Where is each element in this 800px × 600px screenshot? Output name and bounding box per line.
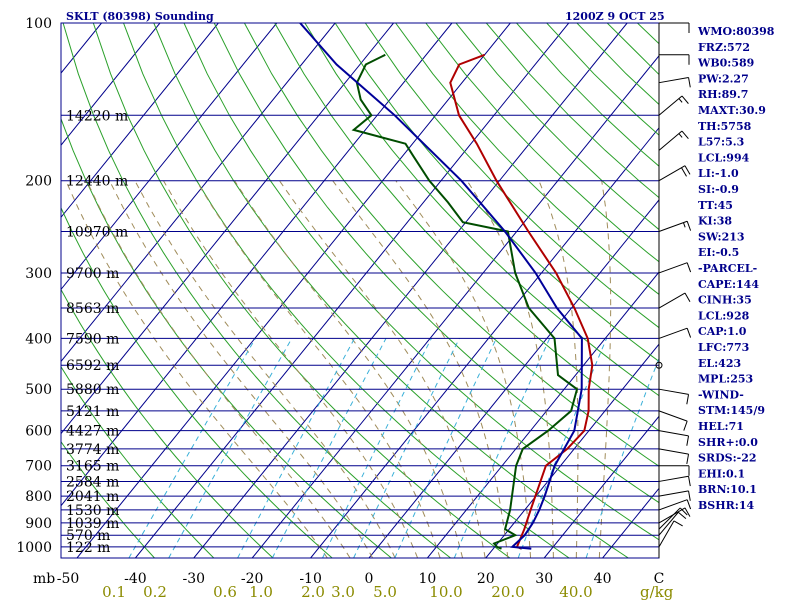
index-item: SI:-0.9: [698, 183, 739, 196]
index-item: LFC:773: [698, 341, 749, 354]
height-label: 5121 m: [66, 404, 119, 420]
chart-time: 1200Z 9 OCT 25: [565, 10, 665, 23]
index-item: EHI:0.1: [698, 467, 745, 480]
mixing-ratio-label: 40.0: [559, 583, 592, 600]
index-item: RH:89.7: [698, 88, 748, 101]
skewt-sounding: 14220 m 12440 m 10970 m 9700 m 8563 m 7590 m 6…: [0, 0, 800, 600]
mixing-ratio-label: 0.2: [143, 583, 167, 600]
pressure-tick-label: 200: [25, 174, 52, 190]
index-item: MAXT:30.9: [698, 104, 766, 117]
mixing-ratio-label: 10.0: [429, 583, 462, 600]
index-item: EI:-0.5: [698, 246, 739, 259]
index-item: L57:5.3: [698, 136, 744, 149]
index-item: LCL:994: [698, 151, 750, 164]
height-label: 7590 m: [66, 331, 119, 347]
index-item: TH:5758: [698, 120, 752, 133]
index-item: HEL:71: [698, 420, 744, 433]
index-item: BSHR:14: [698, 499, 754, 512]
mixing-ratio-label: 0.6: [213, 583, 237, 600]
pressure-tick-label: 100: [25, 16, 52, 32]
height-label: 14220 m: [66, 108, 128, 124]
height-label: 5880 m: [66, 382, 119, 398]
index-item: PW:2.27: [698, 72, 749, 85]
index-item: -PARCEL-: [698, 262, 757, 275]
index-item: WMO:80398: [697, 25, 775, 38]
pressure-tick-label: 700: [25, 459, 52, 475]
mixing-ratio-label: 3.0: [331, 583, 355, 600]
index-item: EL:423: [698, 357, 741, 370]
index-item: FRZ:572: [698, 41, 750, 54]
height-label: 9700 m: [66, 266, 119, 282]
temperature-tick-label: -50: [57, 571, 80, 587]
index-item: SRDS:-22: [698, 452, 757, 465]
height-label: 12440 m: [66, 174, 128, 190]
skewt-chart: 14220 m 12440 m 10970 m 9700 m 8563 m 7590 m 6…: [0, 0, 800, 600]
index-item: SHR+:0.0: [698, 436, 758, 449]
chart-title: SKLT (80398) Sounding: [66, 10, 214, 23]
index-item: TT:45: [698, 199, 733, 212]
index-item: CINH:35: [698, 294, 752, 307]
pressure-tick-label: 1000: [16, 540, 52, 556]
index-item: -WIND-: [698, 388, 744, 401]
height-label: 2584 m: [66, 474, 119, 490]
index-item: CAPE:144: [698, 278, 759, 291]
mixing-ratio-label: 20.0: [491, 583, 524, 600]
height-label: 8563 m: [66, 301, 119, 317]
height-label: 6592 m: [66, 358, 119, 374]
mixing-ratio-label: 1.0: [249, 583, 273, 600]
mixing-ratio-label: 0.1: [102, 583, 126, 600]
pressure-axis-label: mb: [33, 571, 55, 587]
index-item: BRN:10.1: [698, 483, 757, 496]
index-item: STM:145/9: [698, 404, 765, 417]
height-label: 10970 m: [66, 224, 128, 240]
mixing-ratio-unit-label: g/kg: [640, 583, 674, 600]
index-item: WB0:589: [697, 57, 754, 70]
mixing-ratio-label: 2.0: [301, 583, 325, 600]
height-label: 122 m: [66, 540, 110, 556]
height-label: 3165 m: [66, 459, 119, 475]
pressure-tick-label: 400: [25, 331, 52, 347]
pressure-tick-label: 500: [25, 382, 52, 398]
pressure-tick-label: 300: [25, 266, 52, 282]
index-item: SW:213: [698, 230, 745, 243]
mixing-ratio-label: 5.0: [373, 583, 397, 600]
index-item: CAP:1.0: [698, 325, 747, 338]
index-item: LI:-1.0: [698, 167, 739, 180]
index-item: MPL:253: [698, 373, 753, 386]
height-label: 4427 m: [66, 424, 119, 440]
temperature-tick-label: 40: [594, 571, 612, 587]
index-item: KI:38: [698, 215, 732, 228]
temperature-tick-label: 30: [535, 571, 553, 587]
index-item: LCL:928: [698, 309, 750, 322]
temperature-tick-label: -30: [183, 571, 206, 587]
pressure-tick-label: 900: [25, 516, 52, 532]
pressure-tick-label: 800: [25, 489, 52, 505]
pressure-tick-label: 600: [25, 424, 52, 440]
height-label: 3774 m: [66, 442, 119, 458]
